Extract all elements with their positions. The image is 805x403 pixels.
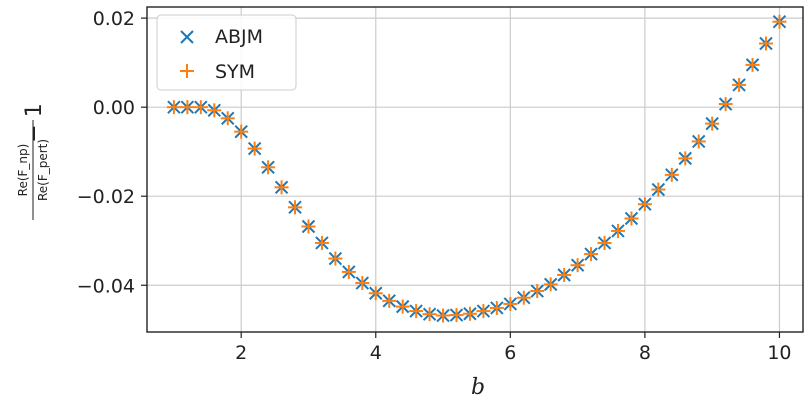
y-axis-label: Re(F_np) Re(F_pert) − 1 [16, 103, 50, 220]
data-point-sym [462, 306, 477, 321]
legend-marker-sym [180, 64, 194, 78]
x-tick-label: 10 [767, 342, 791, 364]
x-axis-label: b [471, 375, 485, 400]
data-point-sym [772, 14, 787, 29]
plot-area-frame [146, 6, 804, 333]
data-point-sym [543, 277, 558, 292]
legend: ABJM SYM [156, 14, 297, 91]
data-point-sym [301, 219, 316, 234]
data-point-sym [234, 124, 249, 139]
data-point-sym [207, 103, 222, 118]
y-tick-label: −0.02 [77, 186, 135, 208]
data-point-sym [758, 36, 773, 51]
data-point-sym [274, 180, 289, 195]
axis-ticks: 2 4 6 8 10 0.02 0.00 −0.02 −0.04 [77, 8, 792, 364]
data-point-sym [180, 100, 195, 115]
data-point-sym [503, 296, 518, 311]
data-point-sym [530, 284, 545, 299]
data-point-sym [449, 308, 464, 323]
data-point-sym [341, 264, 356, 279]
data-point-sym [516, 290, 531, 305]
data-point-sym [193, 100, 208, 115]
legend-symbol-abjm [180, 30, 194, 44]
data-point-sym [745, 57, 760, 72]
legend-symbol-sym [180, 64, 194, 78]
y-tick-label: 0.02 [93, 8, 135, 30]
x-tick-label: 6 [504, 342, 516, 364]
data-point-sym [664, 167, 679, 182]
legend-marker-abjm [180, 30, 194, 44]
data-point-sym [637, 197, 652, 212]
data-point-sym [355, 276, 370, 291]
data-point-sym [476, 304, 491, 319]
y-tick-label: 0.00 [93, 97, 135, 119]
x-tick-label: 8 [639, 342, 651, 364]
data-point-sym [651, 182, 666, 197]
y-tick-label: −0.04 [77, 275, 135, 297]
y-label-numerator: Re(F_np) [16, 144, 30, 197]
data-point-sym [261, 160, 276, 175]
data-point-sym [436, 308, 451, 323]
data-point-sym [220, 111, 235, 126]
data-point-sym [382, 293, 397, 308]
data-point-sym [368, 286, 383, 301]
data-point-sym [247, 141, 262, 156]
data-point-sym [718, 97, 733, 112]
data-point-sym [691, 134, 706, 149]
data-point-sym [705, 116, 720, 131]
data-point-sym [624, 211, 639, 226]
data-point-sym [288, 200, 303, 215]
x-tick-label: 4 [370, 342, 382, 364]
data-point-sym [678, 151, 693, 166]
data-point-sym [395, 299, 410, 314]
y-label-suffix: − 1 [22, 103, 47, 142]
data-point-sym [314, 235, 329, 250]
data-point-sym [610, 223, 625, 238]
data-point-sym [409, 304, 424, 319]
data-point-sym [732, 77, 747, 92]
data-point-sym [489, 300, 504, 315]
y-label-denominator: Re(F_pert) [36, 139, 50, 201]
legend-label-sym: SYM [215, 61, 255, 83]
data-point-sym [557, 268, 572, 283]
data-point-sym [570, 258, 585, 273]
data-markers [166, 14, 787, 323]
data-point-sym [422, 307, 437, 322]
data-point-sym [166, 100, 181, 115]
data-point-sym [328, 251, 343, 266]
legend-label-abjm: ABJM [215, 26, 263, 48]
data-point-sym [584, 247, 599, 262]
data-point-sym [597, 235, 612, 250]
x-tick-label: 2 [235, 342, 247, 364]
